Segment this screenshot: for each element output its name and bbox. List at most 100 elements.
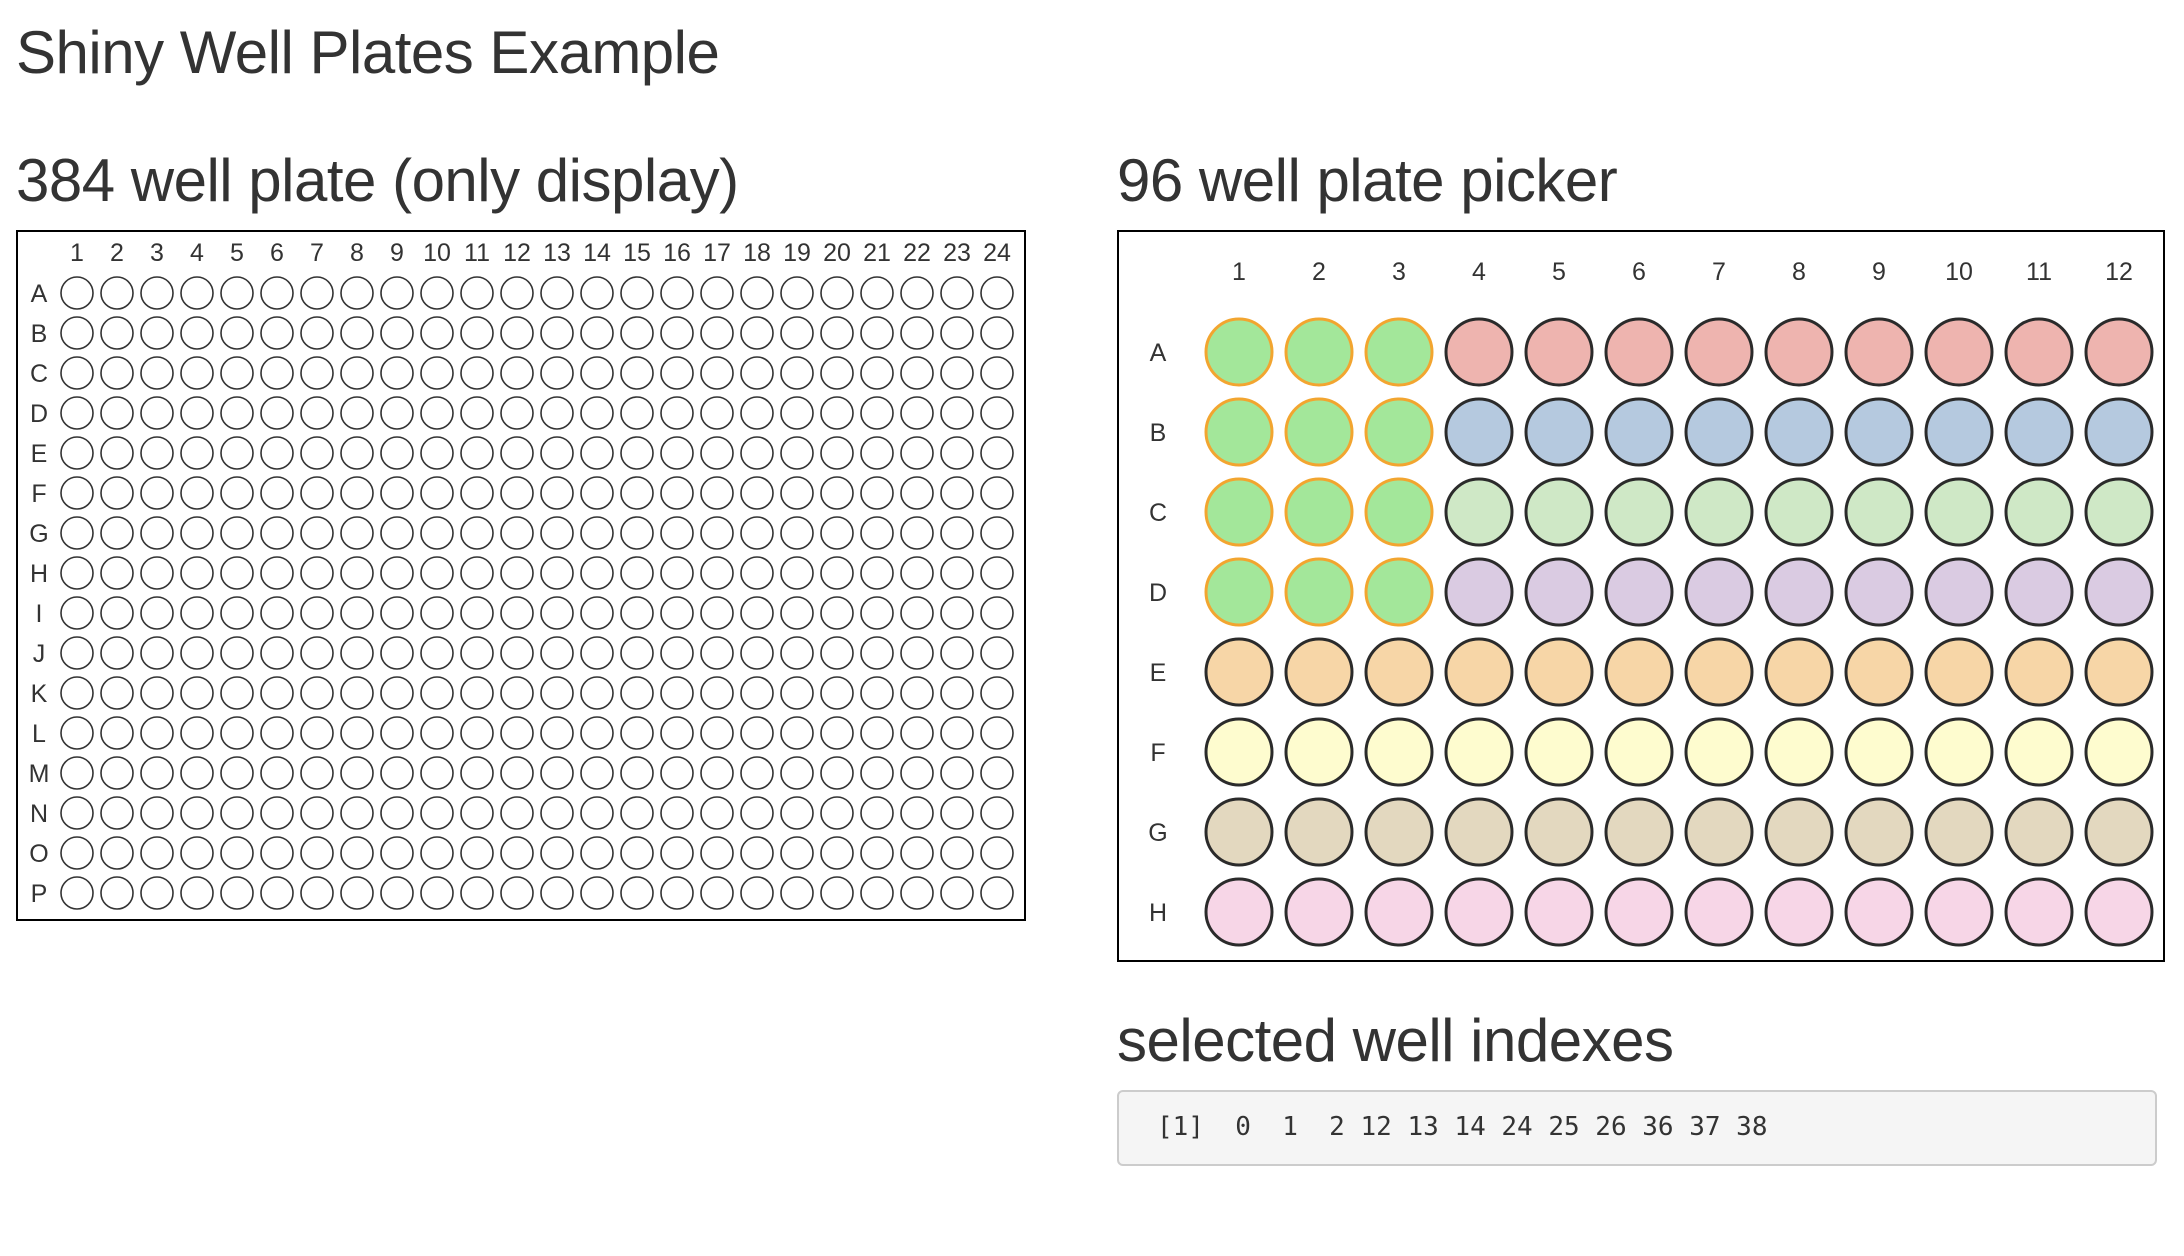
well-96[interactable] [1204, 637, 1274, 707]
well-96[interactable] [1524, 717, 1594, 787]
well-96[interactable] [1604, 717, 1674, 787]
well-96[interactable] [1444, 877, 1514, 947]
well-96-selected[interactable] [1364, 477, 1434, 547]
well-96[interactable] [2084, 397, 2154, 467]
well-96[interactable] [1844, 637, 1914, 707]
well-96[interactable] [1684, 797, 1754, 867]
well-96-selected[interactable] [1204, 397, 1274, 467]
plate-96-col-label: 6 [1632, 258, 1646, 286]
well-96[interactable] [1684, 477, 1754, 547]
well-96[interactable] [1524, 397, 1594, 467]
well-384 [660, 276, 694, 310]
well-96[interactable] [1364, 877, 1434, 947]
well-96[interactable] [1684, 317, 1754, 387]
well-96-selected[interactable] [1204, 317, 1274, 387]
well-96[interactable] [1444, 317, 1514, 387]
well-96[interactable] [1524, 797, 1594, 867]
well-96[interactable] [1204, 877, 1274, 947]
well-96[interactable] [1284, 797, 1354, 867]
well-96[interactable] [1604, 477, 1674, 547]
well-96[interactable] [1924, 717, 1994, 787]
well-96[interactable] [1284, 717, 1354, 787]
well-96[interactable] [2084, 717, 2154, 787]
well-96[interactable] [1684, 717, 1754, 787]
well-96[interactable] [1364, 717, 1434, 787]
well-96-selected[interactable] [1284, 557, 1354, 627]
well-96[interactable] [1844, 877, 1914, 947]
well-96[interactable] [1764, 317, 1834, 387]
well-96[interactable] [2004, 797, 2074, 867]
well-96[interactable] [1284, 637, 1354, 707]
well-96[interactable] [1764, 477, 1834, 547]
well-96-selected[interactable] [1284, 317, 1354, 387]
well-96[interactable] [1284, 877, 1354, 947]
well-96[interactable] [1204, 797, 1274, 867]
well-96[interactable] [1684, 637, 1754, 707]
well-96[interactable] [1444, 477, 1514, 547]
well-96[interactable] [1444, 717, 1514, 787]
well-96[interactable] [1444, 797, 1514, 867]
well-96[interactable] [1764, 637, 1834, 707]
well-96[interactable] [1684, 877, 1754, 947]
well-96[interactable] [1524, 477, 1594, 547]
well-96[interactable] [1524, 637, 1594, 707]
well-96[interactable] [1684, 557, 1754, 627]
well-96[interactable] [1604, 877, 1674, 947]
well-96[interactable] [1924, 317, 1994, 387]
well-96-selected[interactable] [1364, 557, 1434, 627]
well-96-selected[interactable] [1204, 477, 1274, 547]
well-96[interactable] [1604, 397, 1674, 467]
well-96[interactable] [1924, 397, 1994, 467]
well-96[interactable] [2084, 317, 2154, 387]
well-96[interactable] [1684, 397, 1754, 467]
well-96[interactable] [2004, 397, 2074, 467]
well-96-selected[interactable] [1364, 397, 1434, 467]
well-96[interactable] [1524, 557, 1594, 627]
well-96[interactable] [1764, 797, 1834, 867]
well-96[interactable] [1844, 557, 1914, 627]
well-96[interactable] [1204, 717, 1274, 787]
well-96[interactable] [1924, 797, 1994, 867]
well-96[interactable] [2004, 557, 2074, 627]
well-96[interactable] [2084, 797, 2154, 867]
well-96[interactable] [1364, 637, 1434, 707]
well-96-selected[interactable] [1284, 397, 1354, 467]
well-96[interactable] [2004, 717, 2074, 787]
well-96[interactable] [1444, 637, 1514, 707]
well-96[interactable] [2004, 877, 2074, 947]
well-96-selected[interactable] [1204, 557, 1274, 627]
well-96-selected[interactable] [1284, 477, 1354, 547]
well-96[interactable] [1764, 717, 1834, 787]
well-96[interactable] [1844, 477, 1914, 547]
well-96[interactable] [2004, 317, 2074, 387]
well-96[interactable] [2084, 637, 2154, 707]
well-96[interactable] [1604, 557, 1674, 627]
well-96[interactable] [1364, 797, 1434, 867]
well-96-selected[interactable] [1364, 317, 1434, 387]
well-96[interactable] [1604, 317, 1674, 387]
well-96[interactable] [2084, 557, 2154, 627]
well-96[interactable] [2004, 637, 2074, 707]
well-96[interactable] [1844, 717, 1914, 787]
well-96[interactable] [1844, 397, 1914, 467]
well-96[interactable] [1444, 397, 1514, 467]
well-96[interactable] [2084, 477, 2154, 547]
well-96[interactable] [1524, 317, 1594, 387]
well-96[interactable] [1604, 797, 1674, 867]
well-96[interactable] [1844, 797, 1914, 867]
well-384 [140, 716, 174, 750]
well-96[interactable] [2004, 477, 2074, 547]
well-96[interactable] [1924, 557, 1994, 627]
well-96[interactable] [1764, 877, 1834, 947]
well-96[interactable] [1924, 877, 1994, 947]
well-96[interactable] [1764, 557, 1834, 627]
well-96[interactable] [1764, 397, 1834, 467]
well-96[interactable] [1524, 877, 1594, 947]
well-96[interactable] [1924, 637, 1994, 707]
well-96[interactable] [1604, 637, 1674, 707]
plate-96-picker[interactable]: 1 2 3 4 5 6 7 8 9 10 11 12 A B C D E F G H [1117, 230, 2165, 962]
well-96[interactable] [1844, 317, 1914, 387]
well-96[interactable] [1444, 557, 1514, 627]
well-96[interactable] [1924, 477, 1994, 547]
well-96[interactable] [2084, 877, 2154, 947]
